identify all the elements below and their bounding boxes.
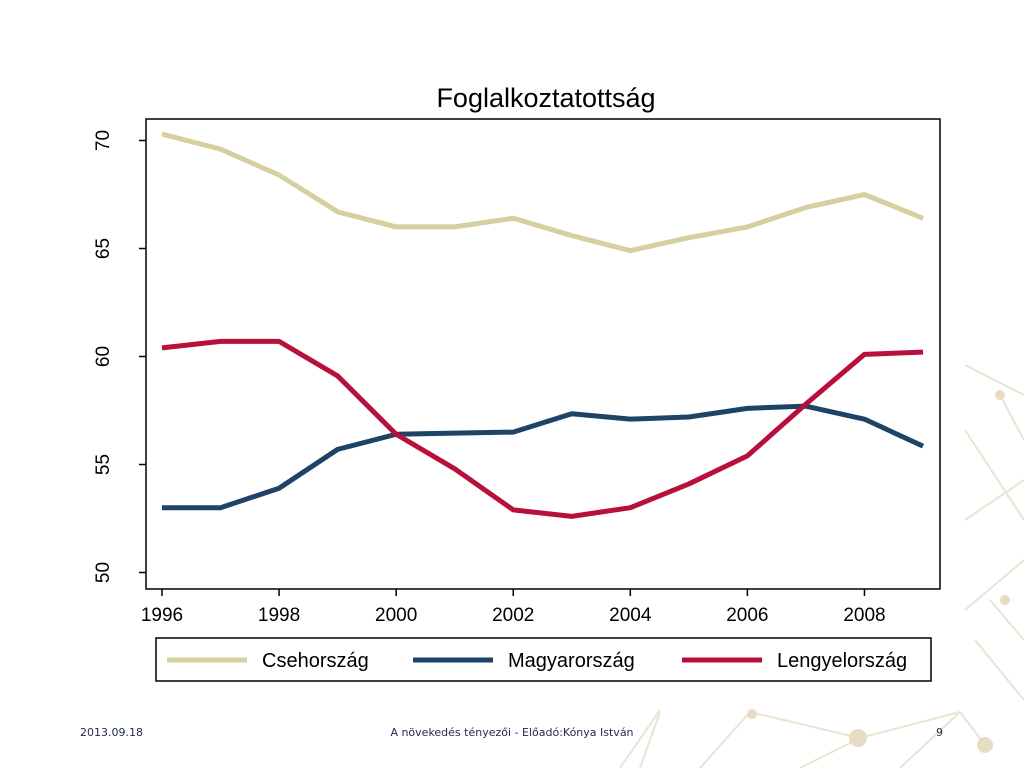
y-axis: 50 55 60 65 70: [93, 130, 146, 583]
x-tick-label-2004: 2004: [609, 605, 652, 626]
series-lines: [161, 131, 925, 519]
legend-label-3: Lengyelország: [777, 650, 907, 672]
footer-title: A növekedés tényezői - Előadó:Kónya Istv…: [390, 726, 634, 739]
x-tick-label-2002: 2002: [492, 605, 534, 626]
x-tick-label-1998: 1998: [258, 605, 300, 626]
series-1-line: [161, 131, 924, 254]
series-2-line: [162, 403, 925, 511]
legend-box: [155, 637, 932, 682]
series-3-line: [161, 338, 924, 519]
footer-date: 2013.09.18: [80, 726, 143, 739]
plot-area-frame: [145, 118, 941, 590]
y-tick-label-50: 50: [93, 562, 114, 583]
footer-page-number: 9: [936, 726, 943, 739]
y-tick-label-60: 60: [93, 346, 114, 367]
y-tick-label-70: 70: [93, 130, 114, 151]
x-tick-label-2006: 2006: [726, 605, 768, 626]
x-axis: 1996 1998 2000 2002 2004 2006 2008: [141, 589, 886, 626]
legend: Csehország Magyarország Lengyelország: [167, 650, 907, 672]
background-network-nodes: [747, 390, 1010, 753]
legend-label-1: Csehország: [262, 650, 369, 672]
chart-title: Foglalkoztatottság: [436, 83, 655, 113]
x-tick-label-2008: 2008: [843, 605, 885, 626]
background-network-decoration: [619, 364, 1024, 768]
y-tick-label-65: 65: [93, 238, 114, 259]
x-tick-label-1996: 1996: [141, 605, 183, 626]
y-tick-label-55: 55: [93, 454, 114, 475]
x-tick-label-2000: 2000: [375, 605, 417, 626]
legend-label-2: Magyarország: [508, 650, 635, 672]
